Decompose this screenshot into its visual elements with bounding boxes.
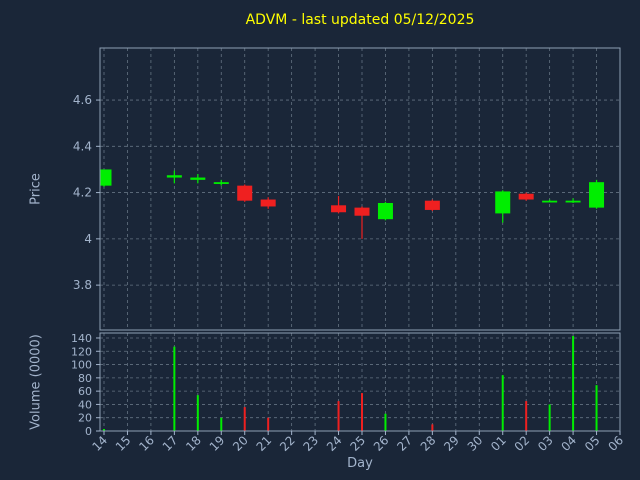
candle-body xyxy=(565,200,581,203)
candle-body xyxy=(589,182,605,208)
x-tick-label: 21 xyxy=(254,433,275,454)
x-tick-label: 20 xyxy=(230,433,251,454)
x-tick-label: 19 xyxy=(207,433,228,454)
volume-tick-label: 80 xyxy=(78,372,92,385)
x-tick-label: 16 xyxy=(136,433,157,454)
x-tick-label: 24 xyxy=(324,433,345,454)
candle-body xyxy=(166,175,182,178)
x-tick-label: 28 xyxy=(418,433,439,454)
volume-tick-label: 120 xyxy=(71,345,92,358)
x-tick-label: 15 xyxy=(113,433,134,454)
x-tick-label: 01 xyxy=(488,433,509,454)
volume-tick-label: 140 xyxy=(71,332,92,345)
volume-tick-label: 100 xyxy=(71,359,92,372)
x-tick-label: 30 xyxy=(465,433,486,454)
volume-tick-label: 0 xyxy=(85,425,92,438)
candle-body xyxy=(260,199,276,207)
x-tick-label: 06 xyxy=(605,433,626,454)
x-tick-label: 25 xyxy=(347,433,368,454)
candle-body xyxy=(354,207,370,216)
candle-body xyxy=(213,182,229,184)
candle-body xyxy=(495,191,511,214)
price-tick-label: 4.2 xyxy=(73,186,92,200)
x-tick-label: 23 xyxy=(301,433,322,454)
x-tick-label: 22 xyxy=(277,433,298,454)
volume-bars xyxy=(103,335,598,431)
x-tick-label: 14 xyxy=(89,433,110,454)
price-tick-label: 3.8 xyxy=(73,278,92,292)
x-tick-label: 29 xyxy=(441,433,462,454)
candle-body xyxy=(542,200,558,203)
candle-body xyxy=(331,205,347,213)
candle-body xyxy=(190,177,206,180)
volume-tick-label: 20 xyxy=(78,412,92,425)
candles xyxy=(100,169,605,239)
x-axis-label: Day xyxy=(347,456,373,471)
volume-tick-label: 60 xyxy=(78,385,92,398)
x-tick-label: 04 xyxy=(559,433,580,454)
grid-lines xyxy=(100,48,621,432)
x-tick-label: 03 xyxy=(535,433,556,454)
candle-body xyxy=(100,169,112,186)
candle-body xyxy=(377,202,393,220)
x-tick-label: 02 xyxy=(512,433,533,454)
price-panel-border xyxy=(99,47,621,331)
candle-body xyxy=(424,200,440,210)
x-tick-label: 26 xyxy=(371,433,392,454)
chart-title: ADVM - last updated 05/12/2025 xyxy=(245,12,475,28)
x-tick-label: 27 xyxy=(394,433,415,454)
volume-panel-border xyxy=(99,332,621,432)
volume-tick-label: 40 xyxy=(78,398,92,411)
x-tick-label: 18 xyxy=(183,433,204,454)
price-tick-label: 4.4 xyxy=(73,139,92,153)
candle-body xyxy=(518,193,534,200)
price-tick-label: 4.6 xyxy=(73,93,92,107)
x-tick-label: 05 xyxy=(582,433,603,454)
x-tick-label: 17 xyxy=(160,433,181,454)
price-tick-label: 4 xyxy=(84,232,92,246)
tick-marks xyxy=(96,99,621,435)
candle-body xyxy=(237,185,253,201)
